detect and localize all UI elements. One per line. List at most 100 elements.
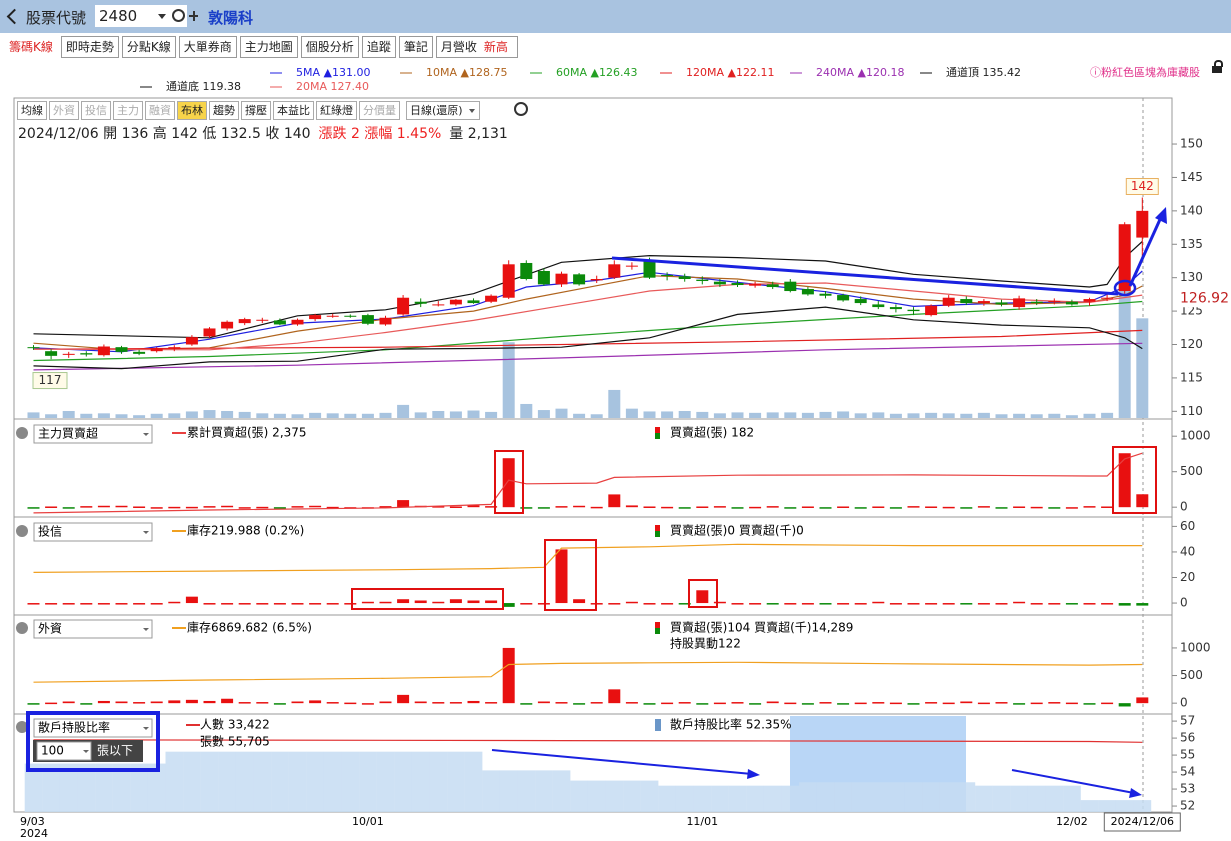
flow-bar xyxy=(819,507,832,509)
toggle-button[interactable]: 均線 xyxy=(17,101,47,120)
toggle-button[interactable]: 本益比 xyxy=(273,101,314,120)
flow-bar xyxy=(1065,702,1078,705)
candle-body xyxy=(1136,210,1149,238)
annotation-box xyxy=(544,539,597,611)
legend-label: 20MA 127.40 xyxy=(296,80,369,93)
volume-bar xyxy=(45,414,58,418)
area-step xyxy=(482,770,500,812)
flow-bar xyxy=(1065,603,1078,605)
toggle-button[interactable]: 外資 xyxy=(49,101,79,120)
toggle-button[interactable]: 趨勢 xyxy=(209,101,239,120)
candle-body xyxy=(643,260,656,278)
area-step xyxy=(323,751,342,812)
tab[interactable]: 追蹤 xyxy=(361,36,396,58)
flow-bar xyxy=(432,702,445,704)
tab[interactable]: 籌碼K線 xyxy=(4,36,58,58)
flow-bar xyxy=(960,507,973,509)
flow-bar xyxy=(485,702,498,704)
volume-bar xyxy=(379,412,392,418)
selector-box xyxy=(33,718,153,738)
flow-bar xyxy=(45,603,58,605)
selector-arrow xyxy=(143,727,149,730)
flow-bar xyxy=(344,603,357,605)
candle-body xyxy=(379,317,392,325)
flow-bar xyxy=(995,702,1008,704)
area-step xyxy=(411,751,430,812)
flow-bar xyxy=(960,701,973,704)
volume-bar xyxy=(889,413,902,418)
y-tick-label: 20 xyxy=(1180,570,1195,584)
bar-label: 買賣超(張) 182 xyxy=(670,425,754,440)
area-step xyxy=(112,763,131,812)
toggle-button[interactable]: 布林 xyxy=(177,101,207,120)
code-label: 股票代號 xyxy=(26,9,87,27)
candle-body xyxy=(889,307,902,310)
flow-bar xyxy=(309,700,322,704)
area-step xyxy=(1027,785,1046,812)
annotation-box xyxy=(688,579,718,608)
area-step xyxy=(1098,800,1116,812)
toggle-button[interactable]: 紅綠燈 xyxy=(316,101,357,120)
x-year-label: 2024 xyxy=(20,827,48,840)
lock-icon[interactable] xyxy=(1212,60,1223,73)
toggle-button[interactable]: 撐壓 xyxy=(241,101,271,120)
candle-body xyxy=(27,347,40,349)
toggle-button[interactable]: 分價量 xyxy=(359,101,400,120)
flow-bar xyxy=(185,506,198,509)
area-step xyxy=(658,785,676,812)
candle-body xyxy=(678,276,691,280)
search-icon[interactable] xyxy=(172,9,185,22)
code-input[interactable]: 2480 xyxy=(95,5,187,27)
flow-bar xyxy=(1083,603,1096,605)
candle-body xyxy=(485,295,498,302)
volume-bar xyxy=(309,412,322,418)
dropdown-arrow[interactable] xyxy=(158,14,166,23)
y-tick-label: 54 xyxy=(1180,765,1195,779)
area-step xyxy=(464,751,483,812)
ma-line xyxy=(33,300,1143,362)
button-bar: 均線 外資 投信 主力 融資 布林 趨勢 撐壓 本益比 紅綠燈 分價量 日線(還原) xyxy=(17,101,480,120)
toggle-button[interactable]: 主力 xyxy=(113,101,143,120)
tab[interactable]: 即時走勢 xyxy=(60,36,119,58)
period-select[interactable]: 日線(還原) xyxy=(406,101,480,120)
volume-bar xyxy=(326,413,339,418)
flow-bar xyxy=(854,702,867,705)
tab[interactable]: 月營收 新高 xyxy=(435,36,518,58)
volume-bar xyxy=(696,411,709,418)
tab[interactable]: 分點K線 xyxy=(121,36,176,58)
focus-box xyxy=(26,711,160,772)
tab[interactable]: 筆記 xyxy=(398,36,433,58)
flow-bar xyxy=(643,506,656,508)
flow-bar xyxy=(273,507,286,509)
tab[interactable]: 主力地圖 xyxy=(239,36,298,58)
volume-bar xyxy=(854,413,867,418)
area-step xyxy=(499,770,518,812)
candle-body xyxy=(168,347,181,349)
add-icon[interactable] xyxy=(193,11,195,21)
flow-bar xyxy=(713,506,726,508)
y-tick-label: 55 xyxy=(1180,748,1195,762)
tab[interactable]: 個股分析 xyxy=(300,36,359,58)
volume-bar xyxy=(1083,413,1096,418)
selector: 外資 xyxy=(38,622,62,636)
back-button[interactable] xyxy=(6,8,23,25)
toggle-button[interactable]: 投信 xyxy=(81,101,111,120)
volume-bar xyxy=(449,411,462,418)
flow-bar xyxy=(397,500,410,508)
selector-arrow xyxy=(143,433,149,436)
volume-bar xyxy=(27,412,40,418)
flow-bar xyxy=(1118,453,1131,508)
area-step xyxy=(851,782,870,812)
flow-bar xyxy=(1013,703,1026,705)
area-step xyxy=(165,751,184,812)
close-icon xyxy=(16,525,28,537)
candle-body xyxy=(221,321,234,329)
y-tick-label: 60 xyxy=(1180,519,1195,533)
toggle-button[interactable]: 融資 xyxy=(145,101,175,120)
volume-bar xyxy=(203,410,216,418)
flow-bar xyxy=(97,505,110,508)
tab[interactable]: 大單券商 xyxy=(178,36,237,58)
selector: 投信 xyxy=(38,524,62,539)
